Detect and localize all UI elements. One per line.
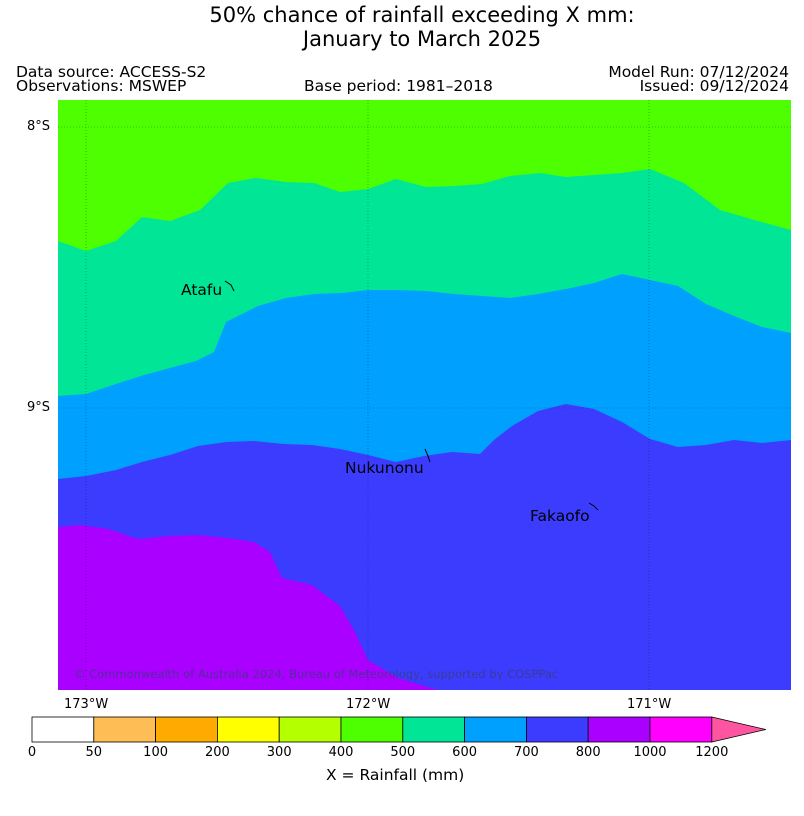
place-label-nukunonu: Nukunonu [345, 459, 424, 477]
colorbar-segment-5 [340, 716, 404, 743]
map-title-line2: January to March 2025 [302, 27, 542, 51]
colorbar-segment-10 [649, 716, 713, 743]
copyright-notice: © Commonwealth of Australia 2024, Bureau… [74, 667, 558, 681]
colorbar-tick-1000: 1000 [633, 745, 667, 760]
data-source-label: Data source: ACCESS-S2 [16, 63, 207, 81]
colorbar-tick-500: 500 [390, 745, 416, 760]
base-period-label: Base period: 1981–2018 [304, 77, 493, 95]
colorbar-tick-600: 600 [452, 745, 478, 760]
colorbar-tick-50: 50 [85, 745, 103, 760]
colorbar-tick-1200: 1200 [695, 745, 729, 760]
gridlines [58, 100, 791, 690]
issued-label: Issued: 09/12/2024 [639, 77, 789, 95]
fakaofo-atoll-marker [588, 502, 599, 511]
colorbar [31, 716, 766, 743]
colorbar-segment-6 [402, 716, 465, 743]
colorbar-segment-9 [587, 716, 651, 743]
observations-label: Observations: MSWEP [16, 77, 187, 95]
lon-tick-173w: 173°W [64, 697, 109, 712]
nukunonu-atoll-marker [424, 448, 431, 463]
atafu-atoll-marker [224, 280, 235, 292]
colorbar-tick-0: 0 [27, 745, 37, 760]
colorbar-tick-300: 300 [266, 745, 292, 760]
colorbar-tick-700: 700 [513, 745, 539, 760]
rainfall-map: Atafu Nukunonu Fakaofo © Commonwealth of… [58, 100, 791, 690]
colorbar-segment-3 [216, 716, 280, 743]
colorbar-tick-100: 100 [143, 745, 169, 760]
colorbar-segment-0 [31, 716, 95, 743]
model-run-label: Model Run: 07/12/2024 [608, 63, 789, 81]
lon-tick-171w: 171°W [627, 697, 672, 712]
lat-tick-9s: 9°S [27, 400, 51, 415]
colorbar-segment-1 [93, 716, 156, 743]
colorbar-segment-11 [711, 716, 766, 743]
colorbar-tick-400: 400 [328, 745, 354, 760]
colorbar-label: X = Rainfall (mm) [326, 766, 465, 784]
map-title-line1: 50% chance of rainfall exceeding X mm: [209, 3, 635, 27]
colorbar-segment-7 [464, 716, 527, 743]
zone-800-1000 [58, 525, 438, 690]
place-label-fakaofo: Fakaofo [530, 507, 590, 525]
colorbar-tick-200: 200 [204, 745, 230, 760]
colorbar-segment-8 [525, 716, 589, 743]
colorbar-segment-4 [278, 716, 342, 743]
colorbar-tick-800: 800 [575, 745, 601, 760]
colorbar-segment-2 [155, 716, 218, 743]
lon-tick-172w: 172°W [346, 697, 391, 712]
place-label-atafu: Atafu [181, 281, 222, 299]
lat-tick-8s: 8°S [27, 119, 51, 134]
